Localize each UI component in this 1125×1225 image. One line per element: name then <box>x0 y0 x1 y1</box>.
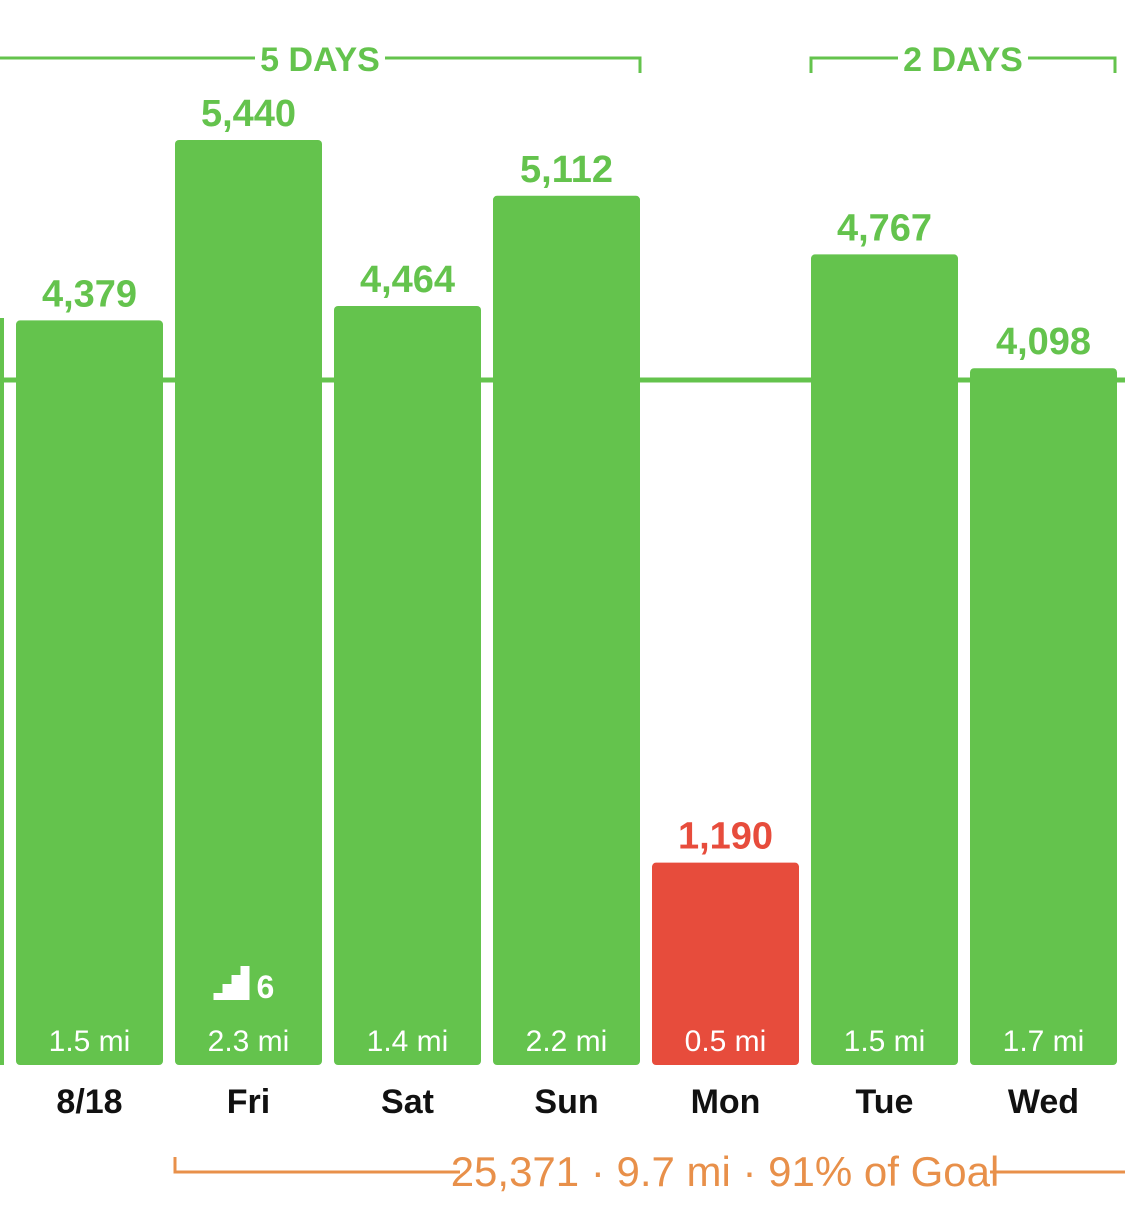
bar-wed[interactable] <box>970 368 1117 1065</box>
distance-label: 0.5 mi <box>685 1025 767 1058</box>
value-label: 4,379 <box>42 273 137 315</box>
streak-bracket <box>809 56 1117 73</box>
summary-text: 25,371 · 9.7 mi · 91% of Goal <box>451 1148 1000 1195</box>
day-label: Fri <box>227 1083 270 1121</box>
bars <box>0 140 1117 1065</box>
floors-count: 6 <box>257 969 275 1005</box>
value-label: 5,440 <box>201 93 296 135</box>
day-label: Sun <box>534 1083 598 1121</box>
distance-label: 1.5 mi <box>49 1025 131 1058</box>
streak-brackets: 5 DAYS 2 DAYS <box>0 41 1117 79</box>
distance-label: 2.3 mi <box>208 1025 290 1058</box>
day-label: 8/18 <box>56 1083 122 1121</box>
bar-8-18[interactable] <box>16 320 163 1065</box>
value-label: 5,112 <box>520 149 613 191</box>
summary-bracket <box>173 1157 1125 1174</box>
streak-label: 2 DAYS <box>903 41 1023 79</box>
labels: 4,379 1.5 mi 8/18 5,440 2.3 mi Fri 4,464 1.4 mi… <box>42 93 1091 1121</box>
value-label: 4,464 <box>360 259 455 301</box>
bar-mon[interactable] <box>652 862 799 1065</box>
day-label: Sat <box>381 1083 434 1121</box>
distance-label: 1.7 mi <box>1003 1025 1085 1058</box>
bar-sun[interactable] <box>493 195 640 1065</box>
distance-label: 1.4 mi <box>367 1025 449 1058</box>
bar-sat[interactable] <box>334 305 481 1065</box>
day-label: Mon <box>691 1083 761 1121</box>
stairs-icon <box>213 966 250 1000</box>
distance-label: 2.2 mi <box>526 1025 608 1058</box>
value-label: 1,190 <box>678 816 773 858</box>
distance-label: 1.5 mi <box>844 1025 926 1058</box>
bar-fri[interactable] <box>175 140 322 1065</box>
bar-tue[interactable] <box>811 254 958 1065</box>
summary: 25,371 · 9.7 mi · 91% of Goal <box>173 1148 1125 1195</box>
value-label: 4,098 <box>996 321 1091 363</box>
streak-label: 5 DAYS <box>260 41 380 79</box>
value-label: 4,767 <box>837 207 932 249</box>
day-label: Tue <box>856 1083 914 1121</box>
bar-partial-previous <box>0 318 4 1065</box>
streak-bracket <box>0 56 642 73</box>
day-label: Wed <box>1008 1083 1079 1121</box>
